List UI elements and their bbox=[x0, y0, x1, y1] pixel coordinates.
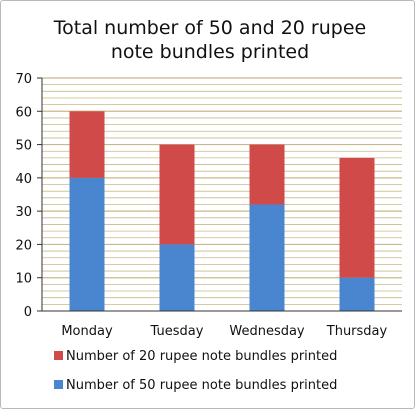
bar-segment-20-rupee bbox=[69, 111, 105, 178]
chart-title-line-1: Total number of 50 and 20 rupee bbox=[53, 17, 366, 39]
y-tick-label: 70 bbox=[15, 72, 32, 87]
y-tick-label: 0 bbox=[24, 305, 32, 320]
legend-swatch bbox=[54, 380, 63, 389]
bar-segment-50-rupee bbox=[69, 177, 105, 311]
legend-label: Number of 50 rupee note bundles printed bbox=[66, 378, 337, 393]
y-tick-label: 10 bbox=[15, 272, 32, 287]
y-tick-label: 20 bbox=[15, 238, 32, 253]
y-tick-label: 40 bbox=[15, 172, 32, 187]
legend: Number of 20 rupee note bundles printed N… bbox=[54, 349, 337, 393]
y-tick-label: 30 bbox=[15, 205, 32, 220]
x-tick-label: Monday bbox=[61, 324, 113, 339]
x-tick-label: Wednesday bbox=[229, 324, 305, 339]
bar-segment-20-rupee bbox=[249, 144, 285, 205]
legend-label: Number of 20 rupee note bundles printed bbox=[66, 349, 337, 364]
bar-segment-50-rupee bbox=[249, 204, 285, 311]
chart-title-line-2: note bundles printed bbox=[111, 41, 309, 63]
axes: 0 10 20 30 40 50 60 70 Monday Tuesday Wednesday Thu… bbox=[15, 72, 402, 339]
bar-segment-20-rupee bbox=[159, 144, 195, 245]
legend-swatch bbox=[54, 351, 63, 360]
y-tick-label: 50 bbox=[15, 139, 32, 154]
x-tick-label: Tuesday bbox=[150, 324, 204, 339]
bar-segment-20-rupee bbox=[339, 157, 375, 278]
x-tick-label: Thursday bbox=[326, 324, 388, 339]
bars bbox=[69, 111, 375, 311]
bar-segment-50-rupee bbox=[159, 244, 195, 311]
bar-segment-50-rupee bbox=[339, 277, 375, 311]
y-tick-label: 60 bbox=[15, 105, 32, 120]
